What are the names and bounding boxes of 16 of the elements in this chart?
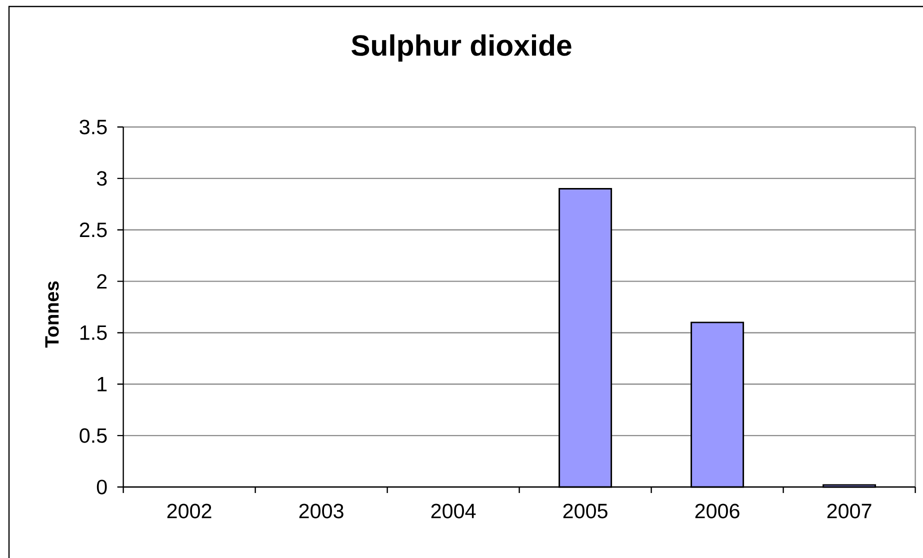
- x-tick-label: 2005: [563, 504, 608, 518]
- y-tick-label: 3: [96, 171, 107, 186]
- y-tick-label: 0.5: [80, 428, 107, 443]
- y-tick-label: 3.5: [80, 120, 107, 134]
- y-tick-label: 2.5: [80, 222, 107, 238]
- y-tick-label: 2: [97, 274, 107, 289]
- y-tick-label: 1: [98, 377, 107, 392]
- x-tick-label: 2002: [167, 504, 212, 518]
- chart-title: Sulphur dioxide: [352, 34, 572, 62]
- x-tick-label: 2006: [695, 504, 740, 518]
- y-tick-label: 0: [96, 480, 107, 494]
- x-tick-label: 2004: [431, 504, 476, 518]
- x-tick-label: 2007: [827, 504, 872, 518]
- x-tick-label: 2003: [299, 504, 344, 518]
- y-tick-label: 1.5: [80, 326, 107, 340]
- y-axis-title: Tonnes: [45, 281, 59, 348]
